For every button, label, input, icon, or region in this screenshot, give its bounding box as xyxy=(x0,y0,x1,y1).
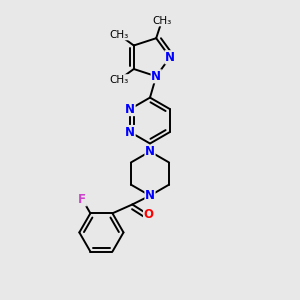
Text: CH₃: CH₃ xyxy=(110,30,129,40)
Text: O: O xyxy=(143,208,154,221)
Text: N: N xyxy=(145,189,155,202)
Text: N: N xyxy=(125,125,135,139)
Text: N: N xyxy=(165,51,175,64)
Text: N: N xyxy=(145,145,155,158)
Text: CH₃: CH₃ xyxy=(152,16,172,26)
Text: N: N xyxy=(151,70,161,83)
Text: CH₃: CH₃ xyxy=(110,75,129,85)
Text: N: N xyxy=(125,103,135,116)
Text: F: F xyxy=(78,193,86,206)
